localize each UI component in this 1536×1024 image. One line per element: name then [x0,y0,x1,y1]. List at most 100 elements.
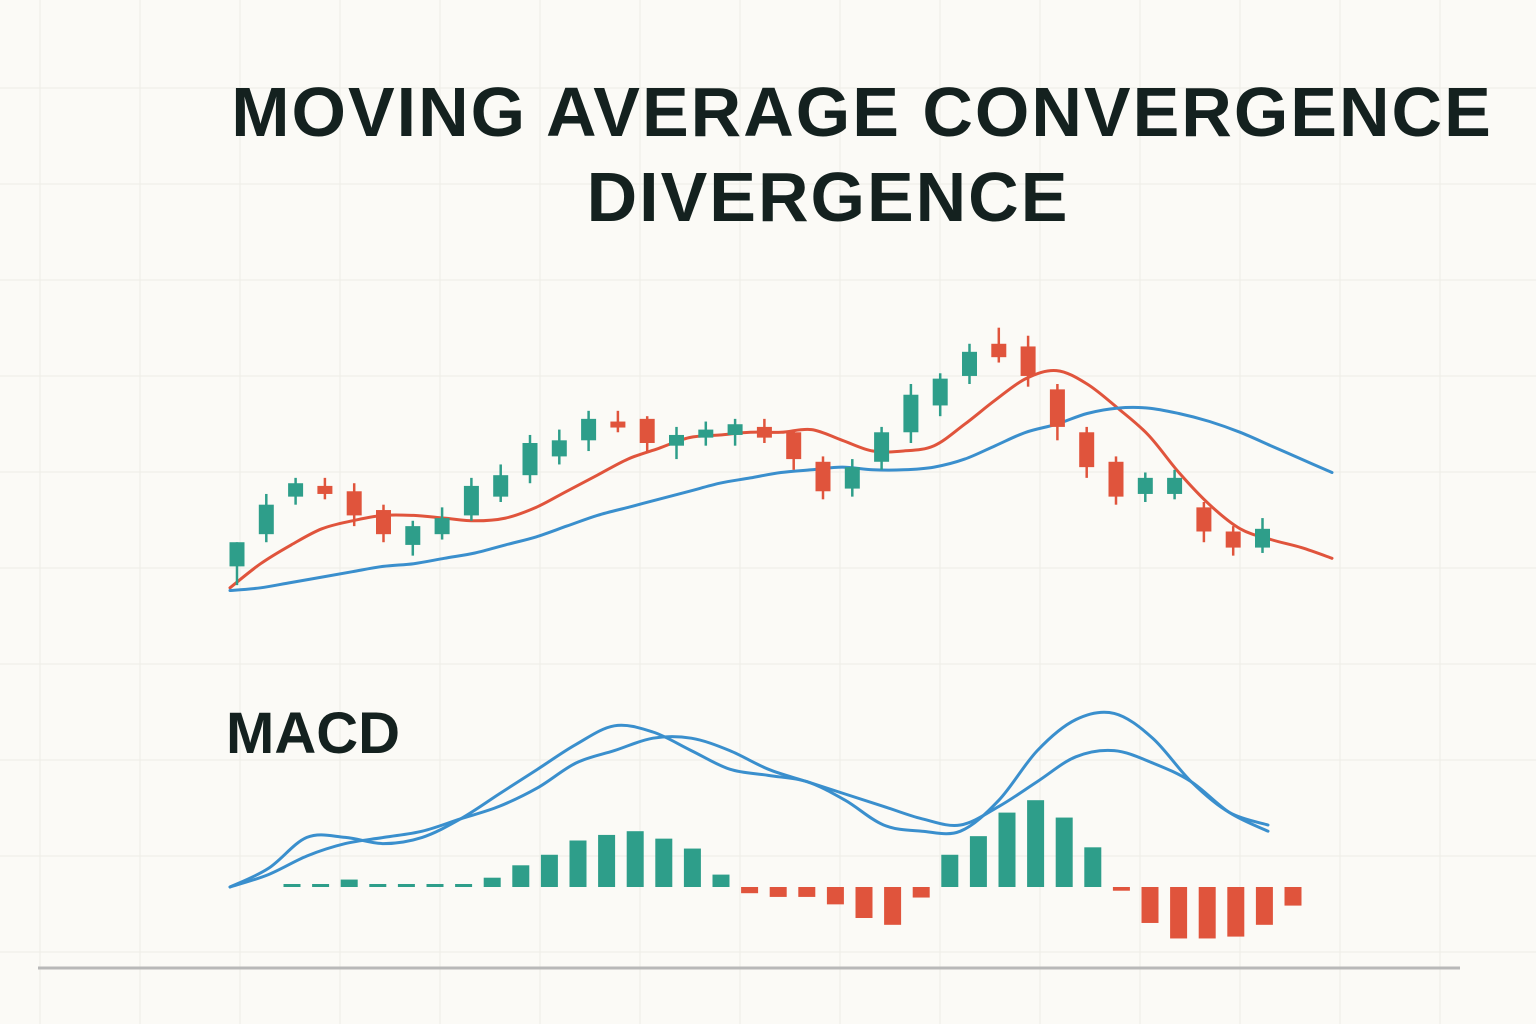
candle-body [1225,531,1241,548]
candle-body [405,526,421,545]
candle-body [962,351,977,376]
candle-body [727,424,743,435]
candle-body [1049,389,1065,427]
bullish-candle [493,464,509,502]
histogram-bar-positive [626,831,644,887]
candle-body [317,485,333,494]
histogram-bar-negative [1255,887,1273,925]
histogram-bar-positive [540,854,558,887]
bearish-candle [610,410,626,433]
bullish-candle [932,373,948,417]
candle-body [844,467,860,489]
bearish-candle [346,483,362,527]
candle-body [815,461,831,492]
candle-body [1108,461,1124,497]
histogram-bar-negative [1284,887,1302,906]
signal-line [228,735,1270,889]
histogram-bar-negative [741,887,759,894]
candle-body [493,475,509,497]
candle-body [1255,528,1270,548]
histogram-bar-negative [1141,887,1159,923]
bearish-candle [1079,426,1095,478]
histogram-bar-negative [1170,887,1188,939]
candle-body [288,483,304,497]
histogram-bar-positive [340,879,358,887]
candle-body [551,440,567,457]
bullish-candle [962,343,977,384]
histogram-bar-positive [941,854,959,887]
bearish-candle [1108,456,1124,505]
histogram-bar-negative [826,887,844,905]
histogram-bar-positive [1055,817,1073,887]
candle-body [1020,346,1036,376]
histogram-bar-negative [912,887,930,898]
bearish-candle [376,504,391,543]
bearish-candle [815,456,831,500]
macd-panel-label: MACD [226,701,400,766]
candle-body [698,429,714,438]
candle-body [376,510,391,535]
bearish-candle [756,418,772,443]
fast-moving-average-line [228,368,1334,590]
histogram-bar-positive [969,836,987,887]
histogram-bar-positive [455,884,473,887]
macd-line [228,710,1270,889]
histogram-bar-positive [397,884,415,887]
bullish-candle [1137,472,1153,502]
histogram-bar-positive [1084,847,1102,887]
candle-body [1137,477,1153,494]
bearish-candle [1225,526,1241,556]
histogram-bar-negative [855,887,873,918]
histogram-bar-positive [598,834,616,887]
bullish-candle [1167,469,1183,500]
candle-body [903,394,919,433]
bullish-candle [727,418,743,446]
bullish-candle [844,459,860,497]
histogram-bar-negative [1112,887,1130,891]
bearish-candle [1196,502,1212,543]
bullish-candle [1255,518,1270,553]
bullish-candle [581,410,597,452]
bearish-candle [1049,384,1065,441]
candle-body [1167,477,1183,494]
bullish-candle [522,434,538,484]
bullish-candle [288,477,304,505]
bullish-candle [229,542,245,586]
bullish-candle [669,426,684,460]
candle-body [610,421,626,428]
histogram-bar-positive [512,865,530,887]
candle-body [581,418,597,441]
bullish-candle [405,520,421,556]
candle-body [434,518,450,535]
chart-title-line-2: DIVERGENCE [586,158,1070,236]
bearish-candle [786,429,802,470]
candle-body [229,542,245,567]
candle-body [639,418,655,443]
candle-body [346,491,362,516]
candle-body [786,432,802,460]
histogram-bar-positive [712,874,730,887]
histogram-bar-positive [369,884,387,887]
candle-body [1196,507,1212,532]
histogram-bar-positive [998,812,1016,887]
candle-body [756,426,772,438]
bullish-candle [551,429,567,465]
histogram-bar-positive [1027,800,1045,887]
price-panel [228,327,1334,592]
bullish-candle [903,384,919,443]
candle-body [669,434,684,446]
candle-body [991,343,1007,358]
bearish-candle [317,477,333,500]
histogram-bar-positive [569,840,587,887]
candle-body [1079,432,1095,468]
macd-panel [228,710,1302,939]
histogram-bar-positive [483,877,501,887]
histogram-bar-positive [312,884,330,887]
candle-body [522,443,538,476]
candle-body [463,485,479,516]
histogram-bar-negative [1227,887,1245,937]
histogram-bar-positive [426,884,444,887]
chart-title-line-1: MOVING AVERAGE CONVERGENCE [231,73,1493,151]
